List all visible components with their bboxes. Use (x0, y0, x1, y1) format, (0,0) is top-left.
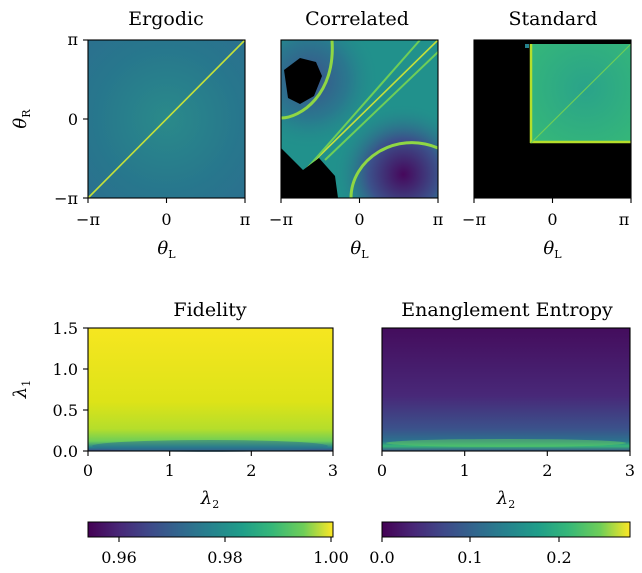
ytick-fidelity-0: 0.0 (53, 442, 78, 461)
xtick-fidelity-0: 0 (83, 461, 93, 480)
bottom-x-axes: 0 1 2 3 λ2 0 1 2 3 λ2 (83, 451, 635, 511)
xtick-ergodic-0: −π (76, 210, 100, 229)
ytick-fidelity-3: 1.5 (53, 319, 78, 338)
xtick-entropy-3: 3 (625, 461, 635, 480)
cbar-fidelity-tick-1: 0.98 (207, 548, 243, 567)
xlabel-standard: θL (543, 238, 562, 261)
ylabel-fidelity: λ1 (10, 380, 33, 399)
ytick-fidelity-2: 1.0 (53, 360, 78, 379)
title-entropy: Enanglement Entropy (401, 299, 613, 321)
ylabel-ergodic: θR (10, 109, 33, 129)
cbar-fidelity-tick-2: 1.00 (313, 548, 349, 567)
fidelity-band-dark (92, 440, 328, 452)
xtick-correlated-1: 0 (354, 210, 364, 229)
title-correlated: Correlated (305, 8, 409, 30)
standard-speck (525, 44, 529, 48)
cbar-entropy-tick-0: 0.0 (369, 548, 394, 567)
top-y-axis: π 0 −π θR (10, 30, 88, 208)
xtick-fidelity-1: 1 (165, 461, 175, 480)
colorbar-entropy: 0.0 0.1 0.2 (369, 521, 631, 567)
xlabel-entropy: λ2 (496, 488, 515, 511)
top-x-axes: −π 0 π θL −π 0 π θL −π 0 π θL (76, 198, 632, 261)
frame-fidelity (87, 327, 334, 452)
title-standard: Standard (509, 8, 598, 30)
ytick-ergodic-2: −π (54, 189, 78, 208)
panel-standard: Standard (473, 8, 632, 199)
correlated-black-cluster (284, 58, 322, 104)
xtick-correlated-2: π (433, 210, 444, 229)
title-ergodic: Ergodic (128, 8, 203, 30)
xtick-fidelity-3: 3 (328, 461, 338, 480)
title-fidelity: Fidelity (173, 299, 246, 321)
xtick-entropy-1: 1 (460, 461, 470, 480)
xlabel-correlated: θL (350, 238, 369, 261)
heatmap-fidelity (88, 328, 333, 451)
xtick-entropy-0: 0 (377, 461, 387, 480)
heatmap-entropy (382, 328, 630, 451)
frame-entropy (381, 327, 631, 452)
ergodic-diagonal (87, 39, 246, 199)
xtick-standard-1: 0 (547, 210, 557, 229)
cbar-entropy-tick-1: 0.1 (457, 548, 482, 567)
xtick-correlated-0: −π (269, 210, 293, 229)
xtick-ergodic-1: 0 (161, 210, 171, 229)
correlated-band-lower (324, 51, 439, 161)
ytick-ergodic-0: π (67, 30, 78, 49)
xtick-standard-2: π (619, 210, 630, 229)
correlated-band-upper (309, 39, 421, 166)
standard-diagonal (530, 43, 632, 144)
correlated-black-region (281, 148, 338, 198)
panel-ergodic: Ergodic (87, 8, 246, 199)
xtick-fidelity-2: 2 (246, 461, 256, 480)
xlabel-fidelity: λ2 (200, 488, 219, 511)
ytick-fidelity-1: 0.5 (53, 401, 78, 420)
colorbar-fidelity-bar (87, 521, 334, 538)
colorbar-fidelity: 0.96 0.98 1.00 (87, 521, 349, 567)
xlabel-ergodic: θL (157, 238, 176, 261)
xtick-ergodic-2: π (240, 210, 251, 229)
xtick-standard-0: −π (462, 210, 486, 229)
panel-entropy: Enanglement Entropy (381, 299, 631, 452)
panel-correlated: Correlated (280, 8, 439, 199)
bottom-y-axis: 1.5 1.0 0.5 0.0 λ1 (10, 319, 88, 461)
cbar-entropy-tick-2: 0.2 (546, 548, 571, 567)
correlated-arc-top (280, 39, 334, 120)
correlated-arc-bottom (349, 141, 439, 199)
ytick-ergodic-1: 0 (68, 110, 78, 129)
xtick-entropy-2: 2 (542, 461, 552, 480)
correlated-diagonal (304, 39, 439, 171)
cbar-fidelity-tick-0: 0.96 (101, 548, 137, 567)
panel-fidelity: Fidelity (87, 299, 334, 452)
colorbar-entropy-bar (381, 521, 631, 538)
entropy-band-bright (386, 439, 626, 447)
